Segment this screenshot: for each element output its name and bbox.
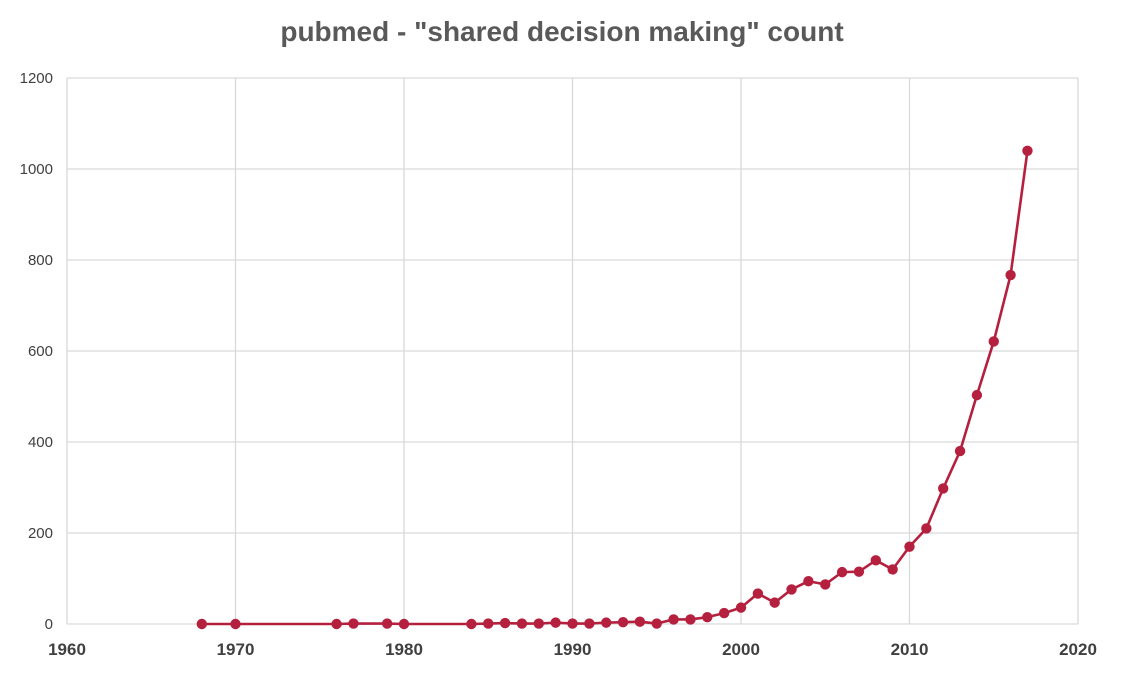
data-point [735,602,747,613]
gridlines [66,77,1079,625]
y-tick-label: 0 [45,616,53,633]
x-tick-label: 1990 [554,640,592,659]
x-tick-label: 2010 [891,640,929,659]
data-point [752,588,764,599]
data-point [348,618,359,629]
data-point [499,617,511,629]
data-point [786,584,797,595]
chart-title: pubmed - "shared decision making" count [280,16,844,47]
data-point [971,389,983,401]
data-point [381,618,393,629]
data-point [1005,269,1016,281]
data-point [954,445,966,457]
series-layer [196,145,1033,630]
data-point [887,564,898,575]
data-point [820,579,831,590]
data-point [567,618,578,629]
x-tick-label: 2000 [722,640,760,659]
data-point [634,616,646,627]
data-point [1022,145,1033,156]
y-tick-label: 400 [28,434,53,451]
data-point [230,618,241,630]
data-point [702,611,713,623]
data-point [617,616,629,628]
data-point [550,617,561,628]
y-tick-label: 1200 [20,70,53,87]
data-point [331,618,342,630]
data-point [466,618,477,630]
series-line [201,150,1029,626]
x-tick-label: 2020 [1059,640,1097,659]
data-point [398,618,410,630]
y-tick-label: 600 [28,343,53,360]
data-point [668,614,679,625]
data-point [988,336,999,347]
data-point [870,555,881,566]
data-point [803,576,814,587]
y-tick-label: 800 [28,252,53,269]
data-point [853,566,865,577]
tick-labels: 0 200 400 600 800 1000 1200 1960 1970 1980 1990 200… [20,70,1097,659]
data-point [516,618,528,629]
x-tick-label: 1960 [48,640,86,659]
data-point [685,614,696,625]
data-point [533,618,544,629]
data-point [601,617,612,628]
data-point [651,618,662,629]
data-point [483,618,494,629]
data-point [938,483,949,494]
data-point [196,618,207,630]
x-tick-label: 1980 [385,640,423,659]
data-point [769,597,780,608]
data-point [921,523,932,534]
data-point [836,566,848,578]
y-tick-label: 200 [28,525,53,542]
data-point [904,541,915,552]
x-tick-label: 1970 [217,640,255,659]
data-point [584,618,595,629]
data-point [718,607,730,619]
y-tick-label: 1000 [20,161,53,178]
